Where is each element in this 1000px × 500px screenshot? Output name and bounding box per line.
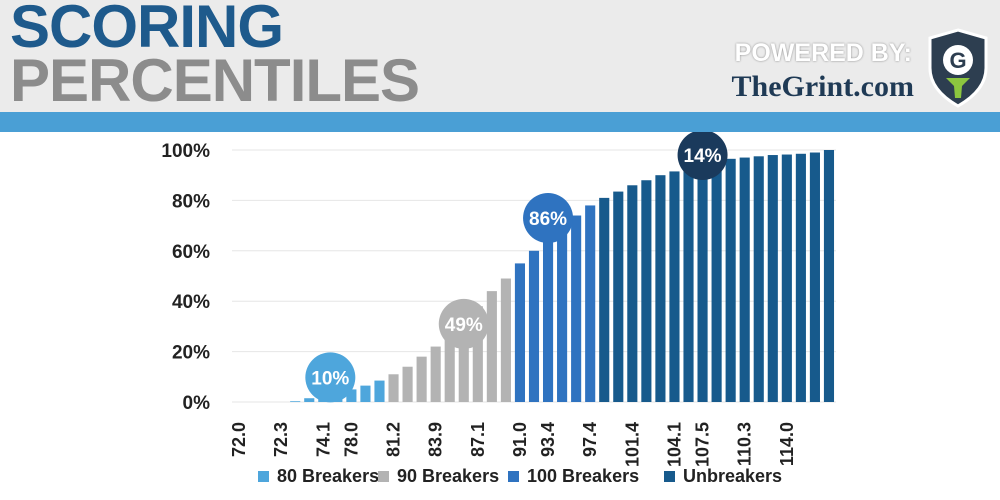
bar — [585, 205, 596, 402]
legend-item: 80 Breakers — [258, 466, 379, 487]
bar — [711, 161, 722, 402]
y-tick-label: 80% — [172, 191, 210, 212]
x-tick-label: 93.4 — [538, 422, 558, 457]
bar — [402, 366, 413, 402]
legend-swatch — [664, 471, 675, 482]
x-tick-label: 83.9 — [426, 422, 446, 457]
site-name: TheGrint.com — [731, 70, 914, 103]
bar — [472, 306, 483, 402]
bar — [683, 167, 694, 402]
bar — [290, 401, 301, 402]
bar — [697, 163, 708, 402]
x-tick-label: 104.1 — [664, 422, 684, 467]
bars — [290, 150, 835, 402]
powered-by-label: POWERED BY: — [734, 39, 912, 67]
bar — [627, 185, 638, 402]
x-axis: 72.0 72.3 74.1 78.0 81.2 83.9 87.1 91.0 93.4 97.4… — [229, 422, 797, 467]
bar — [557, 225, 568, 402]
bar — [304, 398, 315, 402]
annotations: 10% 49% 86% 14% — [305, 132, 728, 403]
bar — [430, 346, 441, 402]
bar — [571, 215, 582, 402]
bar — [374, 380, 385, 402]
bar — [739, 157, 750, 402]
bar — [767, 155, 778, 402]
bar — [528, 250, 540, 402]
title-line-1: SCORING — [10, 0, 284, 60]
bar — [458, 321, 469, 402]
bar — [669, 171, 680, 402]
bar — [781, 154, 792, 402]
logo-letter: G — [949, 48, 966, 73]
x-tick-label: 110.3 — [735, 422, 755, 466]
annotation-bubble — [305, 352, 356, 403]
bar — [725, 158, 736, 402]
bar — [444, 336, 455, 402]
title-line-2: PERCENTILES — [10, 47, 420, 114]
bar — [514, 263, 526, 402]
x-tick-label: 72.0 — [229, 422, 249, 457]
bar — [795, 153, 806, 402]
bar — [613, 191, 624, 402]
y-tick-label: 20% — [172, 343, 210, 364]
x-tick-label: 78.0 — [341, 422, 361, 457]
bar — [416, 356, 427, 402]
x-tick-label: 107.5 — [693, 422, 713, 467]
bar — [500, 278, 511, 402]
legend-swatch — [378, 471, 389, 482]
x-tick-label: 74.1 — [313, 422, 333, 457]
annotation-bubble — [523, 193, 574, 244]
x-tick-label: 101.4 — [622, 422, 642, 467]
bar — [346, 389, 357, 402]
x-tick-label: 97.4 — [580, 422, 600, 457]
bar — [599, 197, 610, 402]
annotation-label: 14% — [684, 146, 722, 167]
legend-item: Unbreakers — [664, 466, 782, 487]
legend-item: 100 Breakers — [508, 466, 639, 487]
bar — [388, 374, 399, 402]
legend-label: Unbreakers — [683, 466, 783, 486]
x-tick-label: 72.3 — [271, 422, 291, 457]
y-axis: 0% 20% 40% 60% 80% 100% — [161, 141, 210, 414]
x-tick-label: 114.0 — [777, 422, 797, 466]
percentile-bar-chart: 0% 20% 40% 60% 80% 100% 72.0 72.3 74.1 78.0 81.2 8… — [161, 132, 836, 467]
x-tick-label: 87.1 — [468, 422, 488, 457]
annotation-bubble — [438, 298, 489, 349]
legend-label: 80 Breakers — [277, 466, 380, 486]
bar — [753, 156, 764, 402]
legend-label: 90 Breakers — [397, 466, 500, 486]
x-tick-label: 81.2 — [384, 422, 404, 457]
thegrint-logo-icon: G — [928, 28, 988, 108]
annotation-bubble — [677, 132, 728, 181]
annotation-label: 10% — [311, 368, 349, 389]
bar — [823, 150, 835, 402]
legend-item: 90 Breakers — [378, 466, 499, 487]
legend: 80 Breakers 90 Breakers 100 Breakers Unbrea… — [0, 466, 1000, 496]
bar — [542, 238, 554, 402]
accent-stripe — [0, 112, 1000, 132]
annotation-label: 49% — [445, 315, 483, 336]
x-tick-label: 91.0 — [510, 422, 530, 457]
annotation-label: 86% — [529, 209, 567, 230]
y-tick-label: 40% — [172, 292, 210, 313]
y-tick-label: 60% — [172, 242, 210, 263]
bar — [486, 291, 497, 402]
legend-swatch — [258, 471, 269, 482]
bar — [641, 180, 652, 402]
legend-swatch — [508, 471, 519, 482]
y-tick-label: 0% — [183, 393, 211, 414]
bar — [809, 152, 820, 402]
bar — [655, 175, 666, 402]
bar — [360, 385, 371, 402]
legend-label: 100 Breakers — [527, 466, 640, 486]
header-bar: SCORING PERCENTILES POWERED BY: TheGrint… — [0, 0, 1000, 114]
y-tick-label: 100% — [161, 141, 210, 162]
